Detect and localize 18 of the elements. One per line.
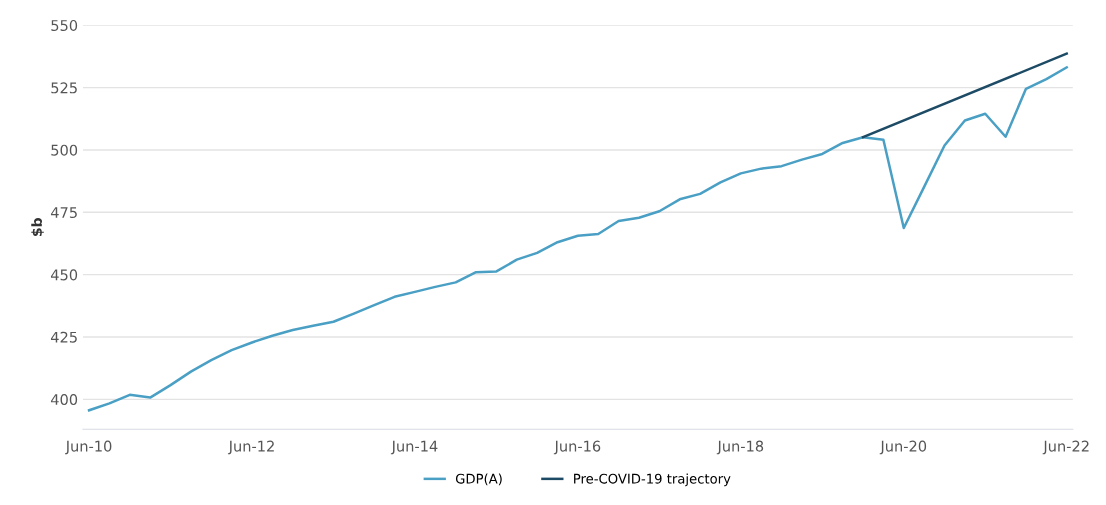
x-tick-label: Jun-16	[553, 440, 601, 455]
x-tick-label: Jun-14	[390, 440, 438, 455]
y-tick-label: 550	[51, 19, 78, 31]
x-tick-label: Jun-20	[879, 440, 927, 455]
line-series	[87, 66, 1068, 412]
x-tick-label: Jun-22	[1042, 440, 1089, 455]
y-tick-label: 525	[51, 82, 77, 94]
y-axis-title: $b	[31, 218, 44, 236]
legend-label: GDP(A)	[455, 473, 502, 486]
y-tick-label: 425	[50, 331, 77, 343]
x-tick-label: Jun-18	[716, 440, 764, 455]
y-tick-label: 475	[50, 207, 77, 219]
y-tick-label: 400	[50, 394, 78, 406]
y-tick-label: 500	[51, 144, 78, 156]
y-tick-label: 450	[50, 269, 78, 281]
x-tick-label: Jun-12	[227, 440, 274, 455]
x-tick-label: Jun-10	[65, 440, 112, 455]
legend-label: Pre-COVID-19 trajectory	[574, 473, 731, 487]
